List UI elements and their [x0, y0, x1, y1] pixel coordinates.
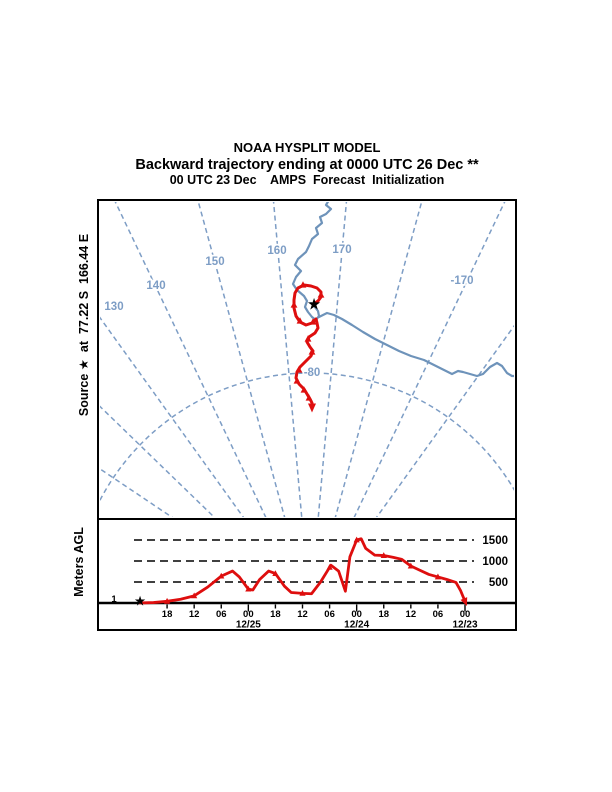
time-tick-label: 12: [297, 609, 308, 620]
meridian-line: [334, 202, 423, 517]
trajectory-time-marker: [295, 366, 303, 373]
meridian-label: 170: [332, 244, 351, 256]
date-label: 12/23: [452, 620, 477, 631]
profile-time-marker: [353, 536, 360, 543]
map-panel: 130 140 150 160 170 -170 -80 ★: [97, 199, 517, 520]
profile-time-marker: [299, 589, 306, 596]
profile-time-marker: [191, 592, 198, 599]
trajectory-end-arrow: [308, 403, 316, 413]
profile-time-marker: [407, 562, 414, 569]
meridian-label: 130: [104, 301, 123, 313]
height-gridline-label: 500: [489, 577, 508, 589]
meters-agl-label: Meters AGL: [72, 527, 86, 597]
meridian-label: 140: [146, 280, 165, 292]
time-tick-label: 18: [270, 609, 281, 620]
height-gridline-label: 1500: [482, 535, 508, 547]
latitude-circle: [100, 372, 514, 502]
meridian-line: [317, 202, 348, 517]
trajectory-time-marker: [317, 291, 325, 298]
trajectory-title: Backward trajectory ending at 0000 UTC 2…: [135, 157, 479, 173]
date-label: 12/25: [236, 620, 261, 631]
profile-time-marker: [163, 597, 171, 604]
meridian-line: [114, 202, 267, 517]
trajectory-time-marker: [293, 377, 301, 384]
date-label: 12/24: [344, 620, 369, 631]
height-gridline-label: 1000: [482, 556, 508, 568]
meridian-line: [197, 202, 286, 517]
meridian-label: 150: [205, 256, 224, 268]
trajectory-time-marker: [300, 386, 308, 393]
start-height-label: 1: [111, 594, 117, 605]
graticule-labels: 130 140 150 160 170 -170 -80: [103, 242, 476, 381]
time-tick-label: 00: [351, 609, 362, 620]
latitude-label: -80: [304, 367, 321, 379]
time-tick-label: 12: [189, 609, 200, 620]
map-graticule: [100, 202, 514, 517]
profile-time-marker: [326, 563, 333, 570]
profile-time-marker: [245, 585, 252, 592]
trajectory-time-marker: [299, 281, 307, 288]
height-profile-line: [138, 537, 467, 605]
time-tick-label: 00: [460, 609, 471, 620]
source-star-marker: ★: [307, 297, 321, 314]
trajectory-time-marker: [308, 348, 316, 355]
coastline-path: [317, 311, 514, 378]
time-tick-label: 06: [324, 609, 335, 620]
init-subtitle: 00 UTC 23 Dec AMPS Forecast Initializati…: [170, 173, 445, 187]
time-tick-label: 06: [216, 609, 227, 620]
meridian-label: 160: [267, 245, 286, 257]
meridian-label: -170: [450, 275, 473, 287]
profile-series-group: ★1: [111, 536, 468, 609]
profile-time-marker: [272, 570, 279, 576]
meridian-line: [375, 324, 514, 517]
profile-time-marker: [434, 573, 442, 580]
profile-panel-border: [97, 518, 517, 631]
profile-gridlines: 1500 1000 500: [134, 535, 508, 589]
time-tick-label: 00: [243, 609, 254, 620]
meridian-line: [100, 316, 245, 517]
meridian-line: [100, 467, 173, 517]
profile-time-marker: [380, 552, 387, 558]
meridian-line: [100, 405, 216, 517]
trajectory-path-group: ★: [290, 281, 325, 413]
profile-source-star: ★: [134, 594, 146, 609]
time-tick-label: 12: [406, 609, 417, 620]
time-tick-label: 18: [162, 609, 173, 620]
trajectory-time-marker: [290, 301, 298, 308]
trajectory-time-marker: [296, 317, 304, 324]
time-tick-label: 06: [433, 609, 444, 620]
meridian-line: [272, 202, 303, 517]
trajectory-time-marker: [309, 318, 317, 325]
page-title: NOAA HYSPLIT MODEL: [234, 140, 381, 155]
time-tick-label: 18: [378, 609, 389, 620]
trajectory-time-marker: [305, 394, 313, 401]
source-location-label: Source ★ at 77.22 S 166.44 E: [77, 234, 91, 416]
trajectory-time-marker: [304, 335, 312, 342]
profile-time-marker: [218, 572, 225, 579]
profile-end-arrow: [460, 597, 468, 606]
meridian-line: [353, 202, 506, 517]
